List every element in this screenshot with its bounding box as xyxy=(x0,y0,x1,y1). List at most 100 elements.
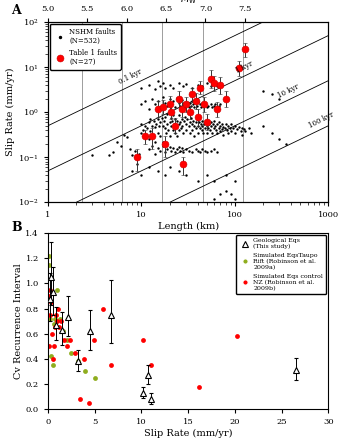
Point xyxy=(47,315,53,322)
Point xyxy=(146,136,152,143)
Point xyxy=(183,81,189,88)
Point xyxy=(172,103,178,110)
Point xyxy=(167,81,172,88)
Point xyxy=(139,129,144,136)
Point xyxy=(187,129,193,136)
Point xyxy=(197,101,202,108)
Point xyxy=(176,127,182,134)
Point xyxy=(50,356,55,363)
Point xyxy=(48,312,53,319)
Point xyxy=(148,362,154,369)
Point xyxy=(187,119,193,126)
Point xyxy=(216,102,222,109)
Point xyxy=(216,125,221,132)
Point xyxy=(186,103,191,110)
Point xyxy=(51,343,56,350)
Point xyxy=(209,129,215,136)
Point xyxy=(152,138,158,145)
Point xyxy=(75,358,80,365)
Point xyxy=(189,84,195,91)
Point xyxy=(64,337,69,344)
Point xyxy=(183,121,189,128)
Point xyxy=(134,156,140,163)
Point xyxy=(171,145,176,152)
Point xyxy=(56,324,62,331)
Point xyxy=(155,167,160,174)
Point xyxy=(225,122,231,129)
Point xyxy=(210,121,215,128)
Point xyxy=(204,122,209,129)
Point xyxy=(169,147,174,154)
Point xyxy=(158,119,163,126)
Point xyxy=(124,134,130,141)
Point xyxy=(196,119,201,126)
Point xyxy=(260,122,266,129)
Point xyxy=(202,147,208,154)
Point xyxy=(232,129,238,136)
Point xyxy=(162,172,168,179)
Point xyxy=(189,97,195,104)
Point xyxy=(236,123,241,130)
Point xyxy=(204,103,209,110)
Point xyxy=(269,129,275,136)
Point xyxy=(127,146,132,153)
Point xyxy=(179,116,184,123)
Point xyxy=(203,119,209,126)
Point xyxy=(152,101,158,108)
Point xyxy=(155,145,160,152)
Point xyxy=(208,119,213,126)
Point xyxy=(162,113,168,120)
Point xyxy=(46,343,51,350)
Point xyxy=(155,97,160,104)
Legend: Geological Eqs
(This study), Simulated EqsTaupo
Rift (Robinson et al.
2009a), Si: Geological Eqs (This study), Simulated E… xyxy=(236,235,327,294)
Point xyxy=(218,122,223,129)
Point xyxy=(170,117,175,124)
Point xyxy=(179,145,184,152)
Point xyxy=(211,81,217,88)
Point xyxy=(283,140,288,147)
X-axis label: Length (km): Length (km) xyxy=(158,222,219,231)
Point xyxy=(167,95,172,102)
Point xyxy=(200,129,206,136)
Point xyxy=(110,149,116,156)
Point xyxy=(162,149,168,156)
Legend: NSHM faults
(N=532), Table 1 faults
(N=27): NSHM faults (N=532), Table 1 faults (N=2… xyxy=(50,24,121,70)
Point xyxy=(174,146,180,153)
Point xyxy=(151,117,156,124)
Point xyxy=(188,114,194,121)
Point xyxy=(167,164,172,171)
Point xyxy=(200,83,205,90)
Point xyxy=(172,121,177,128)
Point xyxy=(198,121,203,128)
Point xyxy=(173,122,179,129)
Point xyxy=(187,99,193,106)
Point xyxy=(183,172,189,179)
Point xyxy=(221,131,226,138)
Point xyxy=(162,125,168,132)
Point xyxy=(155,116,160,123)
Point xyxy=(192,103,197,110)
Point xyxy=(160,122,166,129)
Point xyxy=(234,333,239,340)
Point xyxy=(134,161,140,168)
Point xyxy=(183,98,189,105)
Point xyxy=(224,127,229,134)
Point xyxy=(177,147,183,154)
Point xyxy=(86,400,92,407)
Point xyxy=(181,129,186,136)
Point xyxy=(211,177,217,184)
Point xyxy=(227,125,232,132)
Point xyxy=(182,103,187,110)
Point xyxy=(132,147,137,154)
Point xyxy=(130,167,135,174)
Point xyxy=(49,330,54,337)
Point xyxy=(193,146,198,153)
Point xyxy=(47,261,52,268)
Point xyxy=(53,312,58,319)
Point xyxy=(192,132,197,139)
Point xyxy=(213,122,218,129)
Point xyxy=(190,101,196,108)
Point xyxy=(223,121,228,128)
Point xyxy=(200,102,206,109)
Point xyxy=(193,125,199,132)
